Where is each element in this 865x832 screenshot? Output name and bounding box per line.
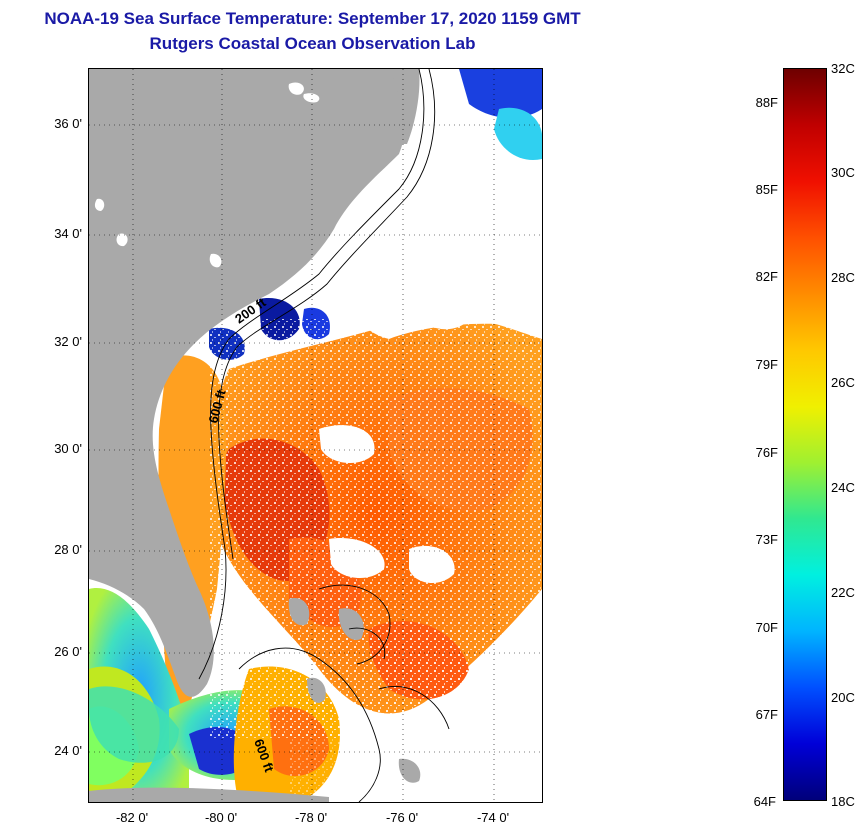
lon-label-78: -78 0' bbox=[294, 810, 328, 825]
colorbar-f-88: 88F bbox=[755, 95, 778, 110]
colorbar-f-73: 73F bbox=[755, 532, 778, 547]
lat-label-28: 28 0' bbox=[54, 542, 82, 557]
bathymetry-contours bbox=[198, 69, 450, 802]
lat-label-24: 24 0' bbox=[54, 743, 82, 758]
lat-label-32: 32 0' bbox=[54, 334, 82, 349]
lat-label-36: 36 0' bbox=[54, 116, 82, 131]
lon-label-82: -82 0' bbox=[115, 810, 149, 825]
colorbar-f-79: 79F bbox=[755, 357, 778, 372]
colorbar-c-26: 26C bbox=[831, 375, 855, 390]
land-layer bbox=[89, 69, 421, 802]
colorbar-c-22: 22C bbox=[831, 585, 855, 600]
lon-label-76: -76 0' bbox=[385, 810, 419, 825]
colorbar-f-76: 76F bbox=[755, 445, 778, 460]
map-title: NOAA-19 Sea Surface Temperature: Septemb… bbox=[44, 9, 581, 28]
colorbar-c-24: 24C bbox=[831, 480, 855, 495]
sst-map-graphic: 200 ft 600 ft 600 ft bbox=[89, 69, 542, 802]
map-subtitle: Rutgers Coastal Ocean Observation Lab bbox=[149, 34, 476, 53]
lat-label-30: 30 0' bbox=[54, 441, 82, 456]
colorbar-f-82: 82F bbox=[755, 269, 778, 284]
colorbar-c-32: 32C bbox=[831, 61, 855, 76]
lat-label-34: 34 0' bbox=[54, 226, 82, 241]
sst-map: 200 ft 600 ft 600 ft bbox=[88, 68, 543, 803]
temperature-colorbar bbox=[783, 68, 827, 801]
colorbar-f-70: 70F bbox=[755, 620, 778, 635]
lon-label-74: -74 0' bbox=[476, 810, 510, 825]
lon-label-80: -80 0' bbox=[204, 810, 238, 825]
lat-lon-grid bbox=[89, 69, 542, 802]
colorbar-c-28: 28C bbox=[831, 270, 855, 285]
colorbar-f-64: 64F bbox=[753, 794, 776, 809]
colorbar-c-20: 20C bbox=[831, 690, 855, 705]
colorbar-c-18: 18C bbox=[831, 794, 855, 809]
colorbar-c-30: 30C bbox=[831, 165, 855, 180]
lat-label-26: 26 0' bbox=[54, 644, 82, 659]
colorbar-f-85: 85F bbox=[755, 182, 778, 197]
colorbar-f-67: 67F bbox=[755, 707, 778, 722]
